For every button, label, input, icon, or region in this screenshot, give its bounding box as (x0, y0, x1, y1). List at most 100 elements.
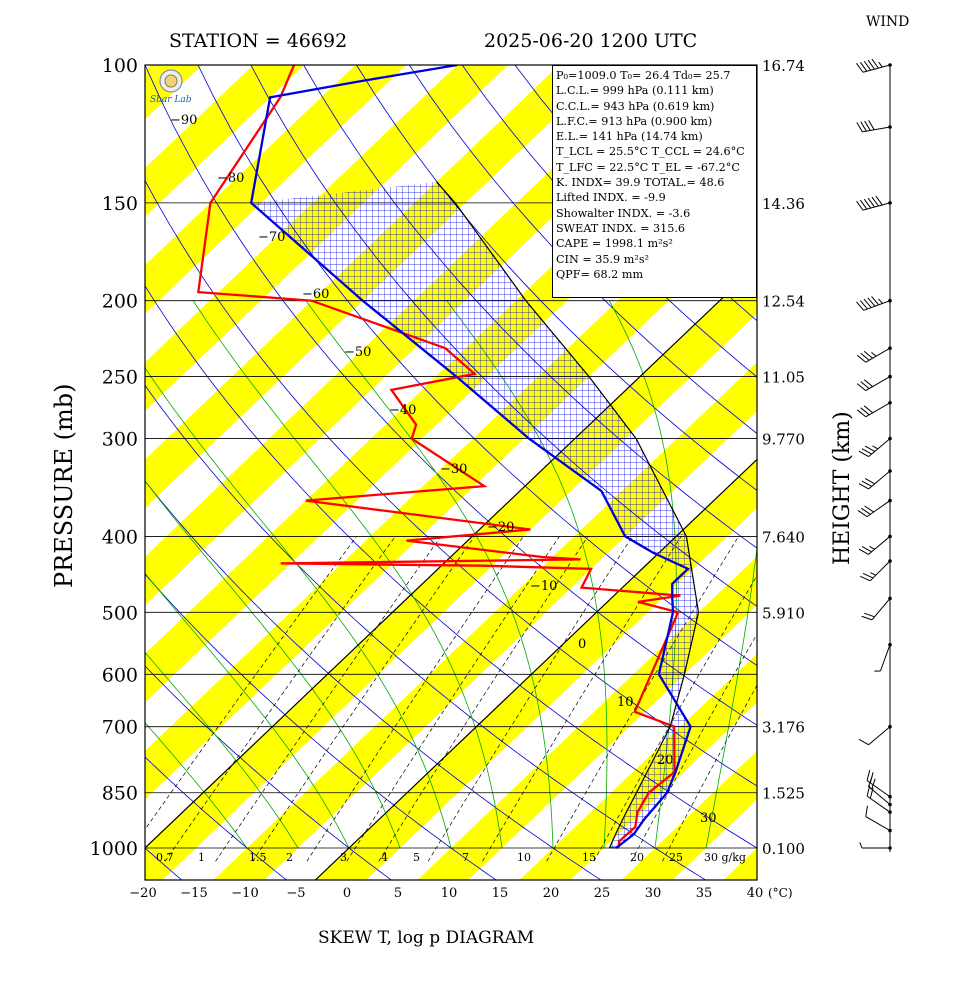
wind-feather (857, 510, 868, 518)
stability-indices-box: P₀=1009.0 T₀= 26.4 Td₀= 25.7 L.C.L.= 999… (552, 65, 757, 298)
wind-barb (879, 644, 891, 672)
wind-feather (871, 296, 880, 306)
wind-half-feather (871, 352, 877, 357)
wind-barb (862, 126, 891, 133)
wind-feather (863, 350, 873, 359)
temperature-tick-label: −20 (129, 886, 156, 901)
chart-title: SKEW T, log p DIAGRAM (318, 928, 535, 948)
info-cin: CIN = 35.9 m²s² (556, 252, 650, 266)
dewpoint-curve (249, 65, 692, 849)
info-lfc: L.F.C.= 913 hPa (0.900 km) (556, 114, 713, 128)
wind-feather (863, 379, 873, 387)
temperature-tick-label: −5 (286, 886, 305, 901)
wind-half-feather (869, 545, 875, 550)
wind-barb (868, 536, 891, 555)
wind-feather (861, 448, 872, 455)
mixing-ratio-line (164, 536, 396, 862)
wind-feather (869, 772, 874, 784)
wind-feather (858, 548, 869, 555)
height-tick-label: 9.770 (762, 431, 805, 449)
logo-text: Sbar Lab (150, 95, 192, 105)
dry-adiabat (408, 65, 757, 435)
wind-barb (865, 376, 891, 392)
wind-barb (862, 202, 891, 211)
info-qpf: QPF= 68.2 mm (556, 267, 644, 281)
wind-feather (863, 198, 872, 209)
isotherm-labels: −90 −80 −70 −60 −50 −40 −30 −20 −10 0 10 20 30 (170, 113, 717, 826)
cape-area (251, 181, 699, 849)
wind-feather (860, 121, 867, 132)
wind-feather (868, 120, 875, 131)
info-lcl: L.C.L.= 999 hPa (0.111 km) (556, 84, 714, 98)
wind-feather (871, 778, 876, 790)
wind-feather (867, 297, 876, 307)
wind-feather (859, 199, 868, 210)
mixing-ratio-line (252, 536, 475, 862)
y2-axis-label: HEIGHT (km) (830, 411, 855, 565)
wind-barb (863, 300, 891, 311)
mixing-ratio-label: 10 (517, 851, 531, 864)
mixing-ratio-lines (145, 536, 757, 862)
wind-feather (859, 61, 868, 72)
wind-feather (856, 409, 867, 418)
info-cape: CAPE = 1998.1 m²s² (556, 237, 673, 251)
wind-feather (864, 505, 874, 513)
datetime-label: 2025-06-20 1200 UTC (484, 30, 698, 52)
height-tick-label: 12.54 (762, 293, 805, 311)
weather-lab-logo-icon: Sbar Lab (148, 68, 194, 106)
wind-feather (867, 59, 875, 70)
wind-feather (864, 445, 875, 452)
wind-half-feather (859, 842, 863, 849)
temperature-tick-label: 35 (696, 886, 713, 901)
mixing-ratio-line (378, 536, 589, 862)
pressure-tick-label: 850 (102, 783, 138, 805)
dry-adiabat (885, 65, 960, 880)
wind-barb (862, 64, 891, 73)
plot-frame (144, 64, 758, 881)
wind-barb (868, 470, 891, 490)
wind-feather (863, 405, 873, 414)
mixing-ratio-line (306, 536, 524, 862)
wind-barb (865, 816, 891, 831)
mixing-ratio-line (662, 684, 757, 862)
isotherm-label: −40 (389, 403, 416, 418)
mixing-ratio-label: 7 (462, 851, 469, 864)
wind-feather (865, 805, 869, 817)
height-tick-label: 16.74 (762, 57, 805, 75)
temperature-tick-label: 10 (441, 886, 458, 901)
info-ccl: C.C.L.= 943 hPa (0.619 km) (556, 99, 715, 113)
mixing-ratio-label: 15 (582, 851, 596, 864)
temperature-tick-label: 0 (343, 886, 351, 901)
station-label: STATION = 46692 (169, 30, 348, 52)
isotherm-label: 20 (657, 753, 674, 768)
wind-profile (856, 58, 892, 852)
pressure-tick-label: 300 (102, 429, 138, 451)
parcel-curve (436, 181, 700, 849)
mixing-ratio-line (593, 574, 757, 862)
wind-feather (866, 769, 871, 781)
wind-feather (856, 200, 864, 211)
sounding-curves (196, 65, 700, 849)
pressure-tick-label: 150 (102, 193, 138, 215)
isotherm-label: 30 (700, 811, 717, 826)
mixing-ratio-label: 25 (669, 851, 683, 864)
info-lifted-index: Lifted INDX. = -9.9 (556, 191, 666, 205)
height-tick-label: 5.910 (762, 604, 805, 622)
wind-feather (859, 575, 871, 582)
height-tick-label: 11.05 (762, 369, 805, 387)
wind-feather (856, 122, 863, 133)
temperature-tick-label: 40 (747, 886, 764, 901)
pressure-tick-label: 600 (102, 664, 138, 686)
isotherm-band (145, 65, 509, 411)
wind-feather (867, 197, 875, 208)
pressure-tick-label: 400 (102, 526, 138, 548)
isotherm-label: 0 (578, 637, 586, 652)
x-axis-unit: (°C) (768, 886, 793, 900)
wind-barb (868, 786, 891, 805)
dry-adiabat (356, 65, 757, 492)
wind-feather (860, 381, 870, 389)
wind-half-feather (878, 61, 883, 68)
wind-feather (860, 352, 870, 361)
mixing-ratio-label: 30 g/kg (704, 851, 746, 864)
pressure-tick-label: 500 (102, 602, 138, 624)
